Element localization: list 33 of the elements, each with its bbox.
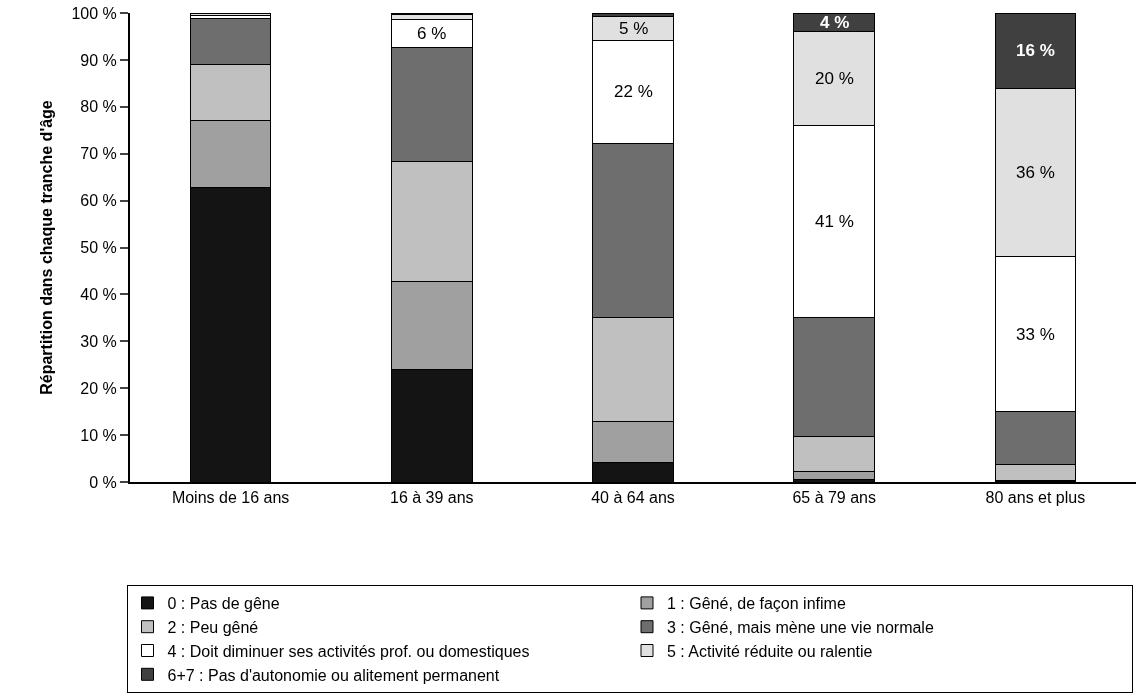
y-tick-label: 40 % — [80, 286, 117, 303]
data-label: 5 % — [619, 19, 649, 38]
legend-label: 6+7 : Pas d'autonomie ou alitement permanent — [167, 666, 500, 684]
data-label: 20 % — [815, 69, 854, 88]
data-label: 36 % — [1016, 163, 1055, 182]
x-tick-label: Moins de 16 ans — [171, 489, 290, 507]
legend-label: 2 : Peu gêné — [167, 618, 259, 636]
data-label: 4 % — [820, 13, 850, 32]
legend-label: 0 : Pas de gêne — [167, 595, 280, 613]
legend-label: 5 : Activité réduite ou ralentie — [667, 642, 873, 660]
data-label: 16 % — [1016, 41, 1055, 60]
data-label: 41 % — [815, 212, 854, 231]
y-tick-label: 60 % — [80, 192, 117, 210]
x-tick-label: 16 à 39 ans — [389, 489, 474, 507]
x-tick-label: 80 ans et plus — [985, 489, 1086, 507]
x-tick-label: 65 à 79 ans — [792, 489, 877, 507]
legend-label: 4 : Doit diminuer ses activités prof. ou domestiques — [167, 642, 530, 660]
y-axis-title: Répartition dans chaque tranche d'âge — [37, 100, 55, 395]
y-tick-label: 50 % — [80, 239, 117, 257]
y-tick-label: 10 % — [80, 426, 117, 444]
y-tick-label: 20 % — [80, 379, 117, 397]
legend-label: 3 : Gêné, mais mène une vie normale — [667, 618, 934, 636]
data-label: 22 % — [614, 82, 653, 101]
y-tick-label: 90 % — [80, 51, 117, 69]
data-label: 6 % — [417, 24, 447, 43]
y-tick-label: 80 % — [80, 98, 117, 116]
y-tick-label: 30 % — [80, 332, 117, 350]
x-tick-label: 40 à 64 ans — [591, 489, 675, 507]
legend-label: 1 : Gêné, de façon infime — [667, 595, 846, 613]
y-tick-label: 100 % — [71, 4, 117, 22]
y-tick-label: 0 % — [89, 473, 117, 491]
y-tick-label: 70 % — [80, 145, 117, 163]
data-label: 33 % — [1016, 325, 1055, 344]
